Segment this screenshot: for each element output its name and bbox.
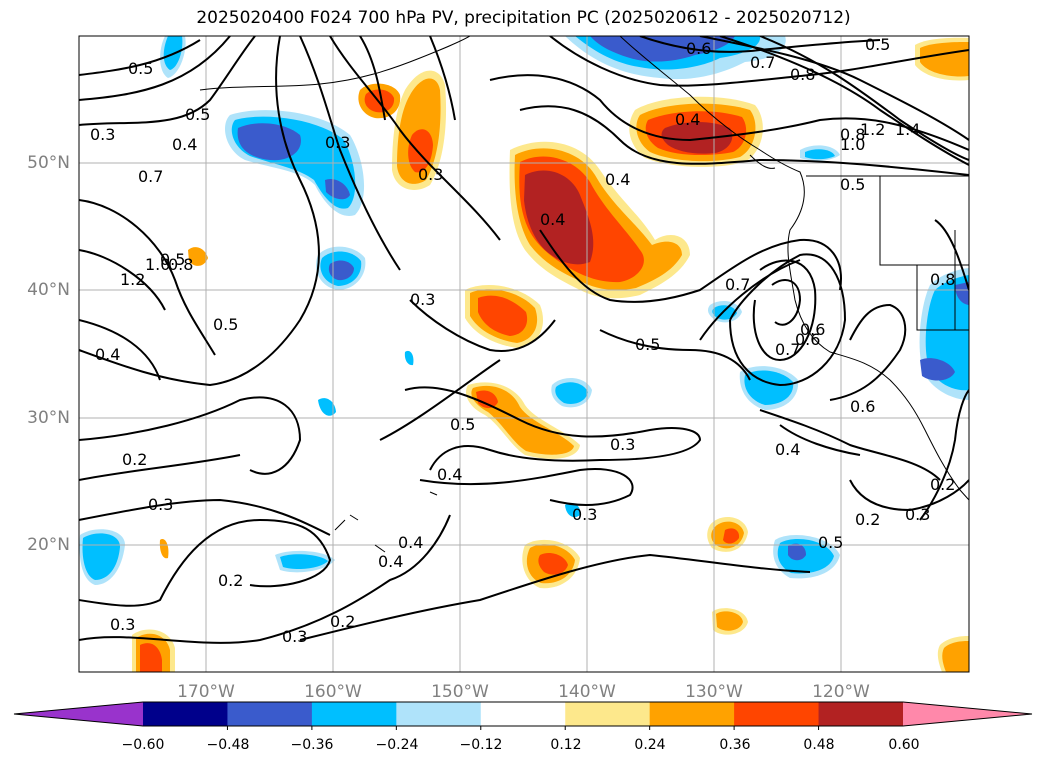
contour-label: 0.5 bbox=[635, 335, 660, 354]
lat-label: 20°N bbox=[27, 535, 70, 555]
contour-label: 1.2 bbox=[120, 270, 145, 289]
contour-label: 0.4 bbox=[378, 552, 403, 571]
lon-label: 170°W bbox=[177, 682, 235, 702]
colorbar-segment bbox=[734, 702, 820, 726]
colorbar-tick-label: −0.48 bbox=[206, 737, 250, 753]
colorbar-segment bbox=[396, 702, 482, 726]
contour-label: 0.7 bbox=[775, 340, 800, 359]
contour-labels: 0.5 0.6 0.7 0.8 0.7 1.2 1.0 0.8 0.5 0.4 … bbox=[90, 35, 955, 646]
contour-label: 0.4 bbox=[675, 110, 700, 129]
contour-label: 0.7 bbox=[725, 275, 750, 294]
contour-label: 0.3 bbox=[148, 495, 173, 514]
colorbar-segment bbox=[649, 702, 735, 726]
contour-label: 1.0 bbox=[145, 255, 170, 274]
contour-label: 0.6 bbox=[795, 330, 820, 349]
contour-label: 0.2 bbox=[855, 510, 880, 529]
colorbar-tick-label: 0.60 bbox=[888, 737, 920, 753]
contour-label: 0.5 bbox=[160, 250, 185, 269]
contour-label: 0.3 bbox=[325, 133, 350, 152]
lon-label: 160°W bbox=[304, 682, 362, 702]
contour-label: 1.2 bbox=[860, 120, 885, 139]
contour-label: 0.3 bbox=[90, 125, 115, 144]
lat-label: 50°N bbox=[27, 153, 70, 173]
map-title: 2025020400 F024 700 hPa PV, precipitatio… bbox=[196, 8, 851, 28]
contour-label: 0.3 bbox=[410, 290, 435, 309]
contour-label: 0.4 bbox=[540, 210, 565, 229]
contour-label: 0.3 bbox=[905, 505, 930, 524]
graticule bbox=[79, 36, 969, 672]
contour-label: 0.4 bbox=[775, 440, 800, 459]
lon-label: 130°W bbox=[685, 682, 743, 702]
colorbar-segment bbox=[565, 702, 651, 726]
colorbar-tick-label: 0.12 bbox=[550, 737, 582, 753]
contour-label: 1.0 bbox=[840, 135, 865, 154]
lon-label: 150°W bbox=[431, 682, 489, 702]
contour-label: 0.6 bbox=[686, 39, 711, 58]
map-frame bbox=[78, 35, 970, 673]
contour-label: 0.5 bbox=[450, 415, 475, 434]
colorbar-extend-high bbox=[903, 702, 1032, 726]
contour-label: 0.4 bbox=[398, 533, 423, 552]
contour-label: 0.5 bbox=[213, 315, 238, 334]
pv-contours bbox=[79, 36, 969, 644]
contour-label: 0.3 bbox=[418, 165, 443, 184]
colorbar-segment bbox=[227, 702, 313, 726]
contour-label: 0.2 bbox=[330, 612, 355, 631]
contour-label: 0.4 bbox=[172, 135, 197, 154]
precipitation-shading bbox=[79, 36, 969, 672]
lon-label: 120°W bbox=[812, 682, 870, 702]
contour-label: 0.3 bbox=[610, 435, 635, 454]
lon-label: 140°W bbox=[558, 682, 616, 702]
contour-label: 0.3 bbox=[110, 615, 135, 634]
colorbar-tick-label: −0.60 bbox=[121, 737, 165, 753]
contour-label: 0.2 bbox=[122, 450, 147, 469]
contour-label: 0.2 bbox=[930, 475, 955, 494]
contour-label: 0.2 bbox=[218, 571, 243, 590]
contour-label: 0.4 bbox=[605, 170, 630, 189]
contour-label: 0.5 bbox=[840, 175, 865, 194]
contour-label: 0.4 bbox=[437, 465, 462, 484]
contour-label: 0.3 bbox=[282, 627, 307, 646]
colorbar-tick-label: −0.24 bbox=[375, 737, 419, 753]
lat-label: 30°N bbox=[27, 408, 70, 428]
colorbar-segment bbox=[143, 702, 228, 726]
contour-label: 0.8 bbox=[168, 255, 193, 274]
contour-label: 0.7 bbox=[750, 53, 775, 72]
contour-label: 1.4 bbox=[895, 120, 920, 139]
contour-label: 0.8 bbox=[930, 270, 955, 289]
colorbar bbox=[13, 701, 1033, 730]
contour-label: 0.3 bbox=[572, 505, 597, 524]
contour-label: 0.7 bbox=[138, 167, 163, 186]
colorbar-extend-low bbox=[14, 702, 143, 726]
contour-label: 0.5 bbox=[818, 533, 843, 552]
colorbar-segment bbox=[818, 702, 904, 726]
contour-label: 0.4 bbox=[95, 345, 120, 364]
contour-label: 0.8 bbox=[790, 65, 815, 84]
contour-label: 0.6 bbox=[800, 320, 825, 339]
colorbar-segment bbox=[311, 702, 397, 726]
contour-label: 0.5 bbox=[865, 35, 890, 54]
colorbar-tick-label: 0.48 bbox=[803, 737, 835, 753]
colorbar-segment bbox=[480, 702, 566, 726]
colorbar-tick-label: 0.24 bbox=[634, 737, 666, 753]
contour-label: 0.8 bbox=[840, 125, 865, 144]
contour-label: 0.5 bbox=[185, 105, 210, 124]
colorbar-tick-label: −0.12 bbox=[459, 737, 503, 753]
colorbar-tick-label: 0.36 bbox=[719, 737, 751, 753]
colorbar-tick-label: −0.36 bbox=[290, 737, 334, 753]
colorbar-outline bbox=[13, 701, 1033, 727]
contour-label: 0.5 bbox=[128, 59, 153, 78]
lat-label: 40°N bbox=[27, 280, 70, 300]
contour-label: 0.6 bbox=[850, 397, 875, 416]
coastlines bbox=[199, 36, 969, 553]
